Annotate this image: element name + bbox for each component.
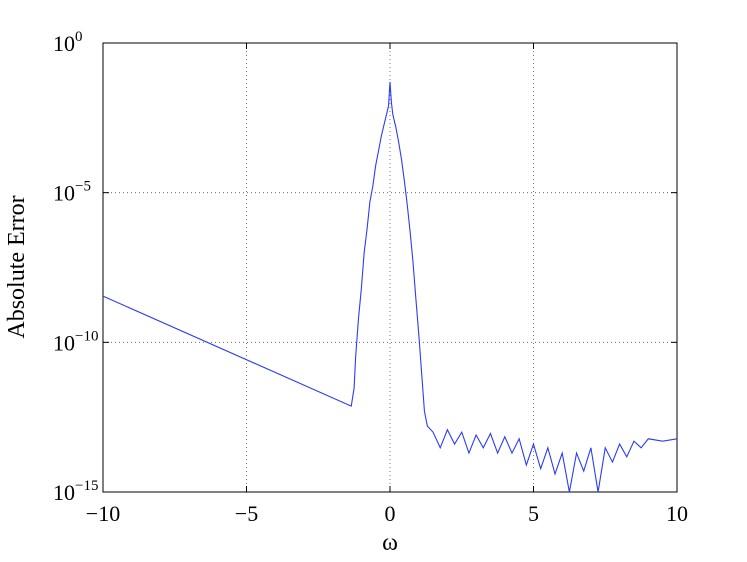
y-tick-exponent: 0 — [75, 29, 83, 45]
y-tick-exponent: −5 — [75, 179, 91, 195]
y-axis-label: Absolute Error — [4, 195, 30, 338]
y-tick-base: 10 — [53, 480, 75, 505]
y-tick-exponent: −10 — [75, 328, 98, 344]
x-tick-label: 5 — [528, 501, 539, 526]
x-tick-label: 10 — [666, 501, 688, 526]
x-tick-label: 0 — [385, 501, 396, 526]
x-tick-label: −5 — [235, 501, 258, 526]
y-tick-base: 10 — [53, 330, 75, 355]
y-tick-exponent: −15 — [75, 478, 98, 494]
y-tick-base: 10 — [53, 181, 75, 206]
y-tick-label: 10 — [53, 330, 75, 355]
x-tick-label: −10 — [86, 501, 120, 526]
y-tick-label: 10 — [53, 480, 75, 505]
axes-box — [102, 42, 678, 493]
y-tick-label: 10 — [53, 31, 75, 56]
y-tick-base: 10 — [53, 31, 75, 56]
x-axis-label: ω — [382, 530, 398, 556]
y-tick-label: 10 — [53, 181, 75, 206]
data-line — [102, 81, 678, 493]
